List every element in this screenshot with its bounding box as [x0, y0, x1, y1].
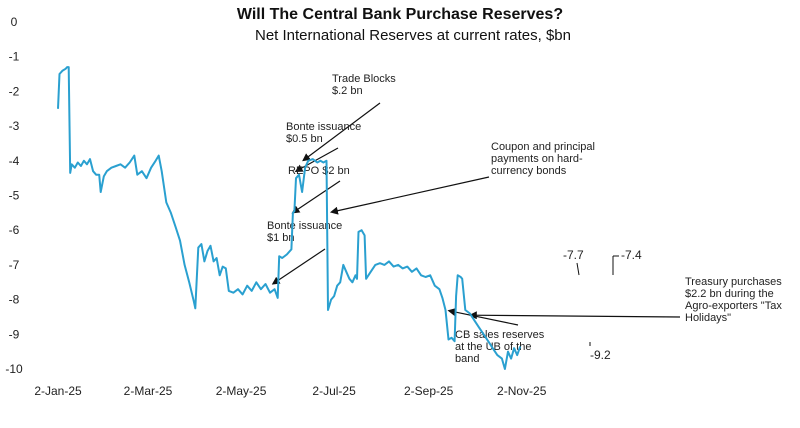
y-tick-label: -7: [9, 258, 20, 272]
x-axis-ticks: 2-Jan-25 2-Mar-25 2-May-25 2-Jul-25 2-Sep-25…: [34, 384, 546, 398]
value-label: -7.4: [621, 248, 642, 262]
y-tick-label: -5: [9, 189, 20, 203]
annotation-label: Treasury purchases $2.2 bn during the Agro…: [685, 276, 782, 324]
y-tick-label: -10: [5, 362, 23, 376]
x-tick-label: 2-Sep-25: [404, 384, 454, 398]
value-label: -9.2: [590, 348, 611, 362]
y-tick-label: -9: [9, 327, 20, 341]
annotation-arrow: [447, 308, 519, 326]
annotation-label: Bonte issuance $0.5 bn: [286, 121, 361, 145]
chart-title: Will The Central Bank Purchase Reserves?: [237, 6, 563, 23]
value-labels: -7.7 -7.4 -9.2: [563, 248, 642, 362]
annotation-arrow: [291, 180, 341, 214]
series-line: [57, 66, 522, 370]
y-tick-label: -2: [9, 84, 20, 98]
x-tick-label: 2-Jan-25: [34, 384, 82, 398]
annotation-arrow: [271, 248, 326, 285]
annotation-label: Trade Blocks $.2 bn: [332, 73, 396, 97]
y-tick-label: -4: [9, 154, 20, 168]
annotation-arrow: [468, 311, 681, 320]
y-axis-ticks: 0 -1 -2 -3 -4 -5 -6 -7 -8 -9 -10: [5, 15, 23, 376]
x-tick-label: 2-May-25: [216, 384, 267, 398]
y-tick-label: -3: [9, 119, 20, 133]
value-label-leader: [576, 262, 580, 276]
y-tick-label: -8: [9, 293, 20, 307]
y-tick-label: -6: [9, 223, 20, 237]
series-group: [57, 66, 522, 370]
value-label: -7.7: [563, 248, 584, 262]
x-tick-label: 2-Nov-25: [497, 384, 547, 398]
annotation-arrow: [302, 102, 381, 162]
annotation-label: CB sales reserves at the UB of the band: [455, 329, 545, 365]
y-tick-label: -1: [9, 50, 20, 64]
annotation-label: Coupon and principal payments on hard-cur…: [491, 141, 595, 177]
annotation-arrow: [329, 176, 490, 215]
chart-subtitle: Net International Reserves at current ra…: [255, 27, 571, 44]
annotation-label: Bonte issuance $1 bn: [267, 220, 342, 244]
x-tick-label: 2-Jul-25: [312, 384, 356, 398]
annotation-arrow: [294, 147, 339, 172]
y-tick-label: 0: [11, 15, 18, 29]
x-tick-label: 2-Mar-25: [124, 384, 173, 398]
